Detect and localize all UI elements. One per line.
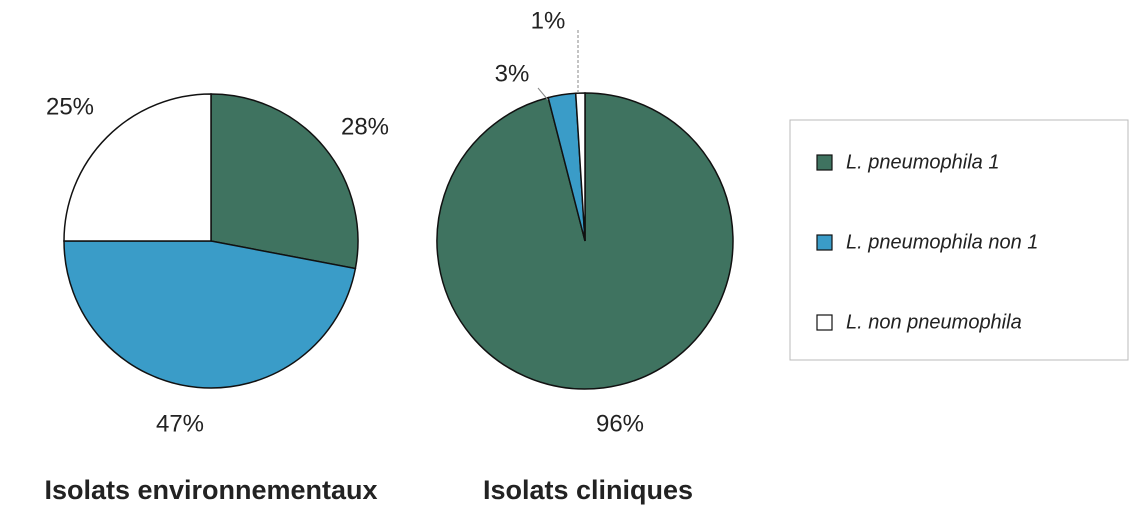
- slice-label: 47%: [156, 410, 204, 437]
- legend-label: L. non pneumophila: [846, 311, 1022, 333]
- slice-label: 28%: [341, 113, 389, 140]
- pie-slice: [63, 93, 212, 242]
- slice-label: 96%: [596, 410, 644, 437]
- pie-slice: [574, 92, 586, 242]
- legend-label: L. pneumophila non 1: [846, 231, 1038, 253]
- chart-title: Isolats environnementaux: [44, 475, 377, 505]
- slice-label: 1%: [531, 7, 566, 34]
- leader-line: [537, 87, 549, 101]
- legend-swatch: [816, 314, 833, 331]
- slice-label: 3%: [495, 60, 530, 87]
- legend-swatch: [816, 154, 833, 171]
- legend-swatch: [816, 234, 833, 251]
- chart-title: Isolats cliniques: [483, 475, 693, 505]
- pie-slice: [210, 93, 359, 270]
- legend-label: L. pneumophila 1: [846, 151, 999, 173]
- pie-slice: [63, 240, 357, 389]
- legend-box: [789, 119, 1129, 361]
- slice-label: 25%: [46, 93, 94, 120]
